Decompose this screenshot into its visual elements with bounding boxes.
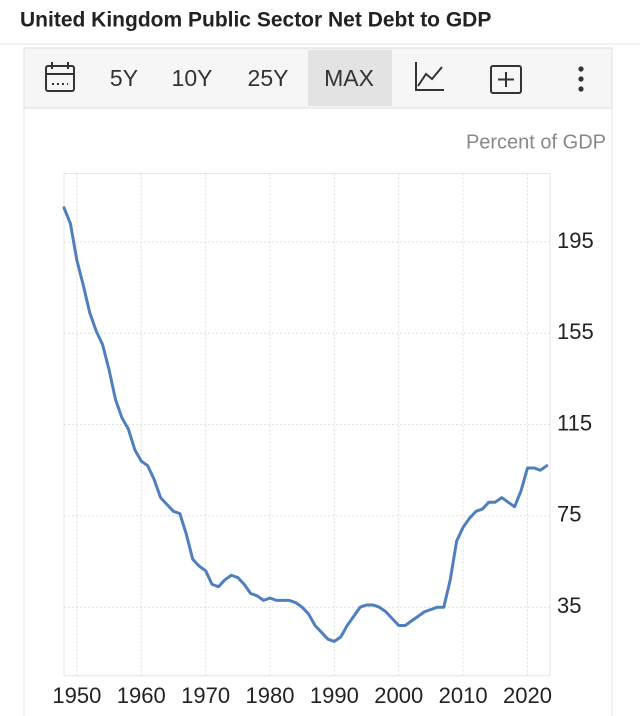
x-tick-label: 1960 xyxy=(117,683,166,708)
data-line xyxy=(62,206,549,643)
chart-title: United Kingdom Public Sector Net Debt to… xyxy=(20,9,491,32)
x-tick-label: 2020 xyxy=(503,683,552,708)
x-tick-label: 2000 xyxy=(374,683,423,708)
y-tick-label: 155 xyxy=(557,319,594,344)
y-tick-label: 35 xyxy=(557,593,581,618)
x-tick-label: 1980 xyxy=(246,683,295,708)
more-icon[interactable] xyxy=(578,66,584,92)
x-tick-label: 1990 xyxy=(310,683,359,708)
x-tick-label: 1970 xyxy=(181,683,230,708)
x-tick-label: 2010 xyxy=(439,683,488,708)
chart-type-icon[interactable] xyxy=(415,62,444,91)
unit-label: Percent of GDP xyxy=(466,131,606,153)
y-tick-label: 195 xyxy=(557,228,594,253)
compare-icon[interactable] xyxy=(490,65,522,94)
y-tick-label: 75 xyxy=(557,502,581,527)
range-button[interactable]: 10Y xyxy=(172,65,213,91)
range-button[interactable]: 5Y xyxy=(110,65,138,91)
active-button-bg xyxy=(308,50,392,106)
range-button[interactable]: MAX xyxy=(324,65,374,91)
x-tick-label: 1950 xyxy=(52,683,101,708)
y-tick-label: 115 xyxy=(557,410,592,435)
calendar-icon[interactable] xyxy=(45,62,75,92)
range-button[interactable]: 25Y xyxy=(248,65,289,91)
